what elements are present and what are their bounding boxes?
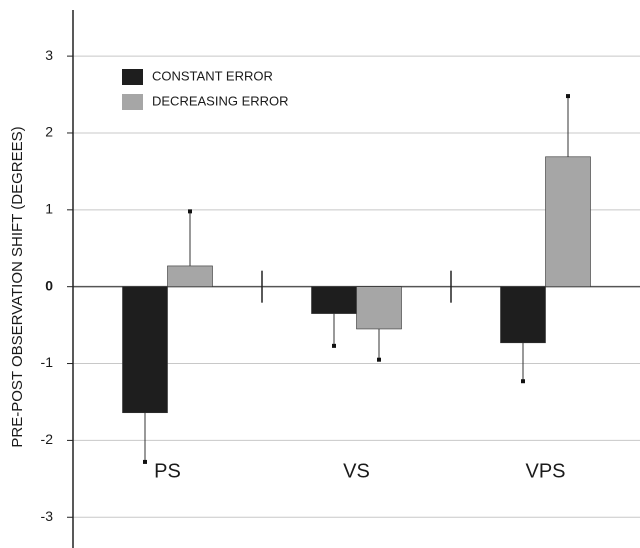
bar — [500, 286, 546, 344]
legend-label: DECREASING ERROR — [152, 93, 289, 108]
y-axis-label: PRE-POST OBSERVATION SHIFT (DEGREES) — [9, 126, 26, 447]
x-tick-label: VS — [343, 460, 370, 482]
y-tick-label: -2 — [41, 431, 54, 447]
bar — [167, 265, 213, 287]
y-tick-label: 2 — [45, 124, 53, 140]
bar — [545, 156, 591, 287]
legend-swatch — [122, 69, 143, 85]
y-tick-label: 0 — [45, 277, 53, 293]
error-cap — [188, 209, 192, 214]
bar — [356, 286, 402, 330]
x-tick-label: PS — [154, 460, 181, 482]
y-tick-label: 3 — [45, 47, 53, 63]
bar — [311, 286, 357, 314]
error-cap — [332, 343, 336, 348]
legend-label: CONSTANT ERROR — [152, 68, 273, 83]
legend-swatch — [122, 94, 143, 110]
x-tick-label: VPS — [525, 460, 565, 482]
error-cap — [377, 357, 381, 362]
y-tick-label: 1 — [45, 201, 53, 217]
error-cap — [566, 94, 570, 99]
y-tick-label: -3 — [41, 508, 54, 524]
error-cap — [143, 459, 147, 464]
y-tick-label: -1 — [41, 354, 54, 370]
error-cap — [521, 379, 525, 384]
bar — [122, 286, 168, 414]
